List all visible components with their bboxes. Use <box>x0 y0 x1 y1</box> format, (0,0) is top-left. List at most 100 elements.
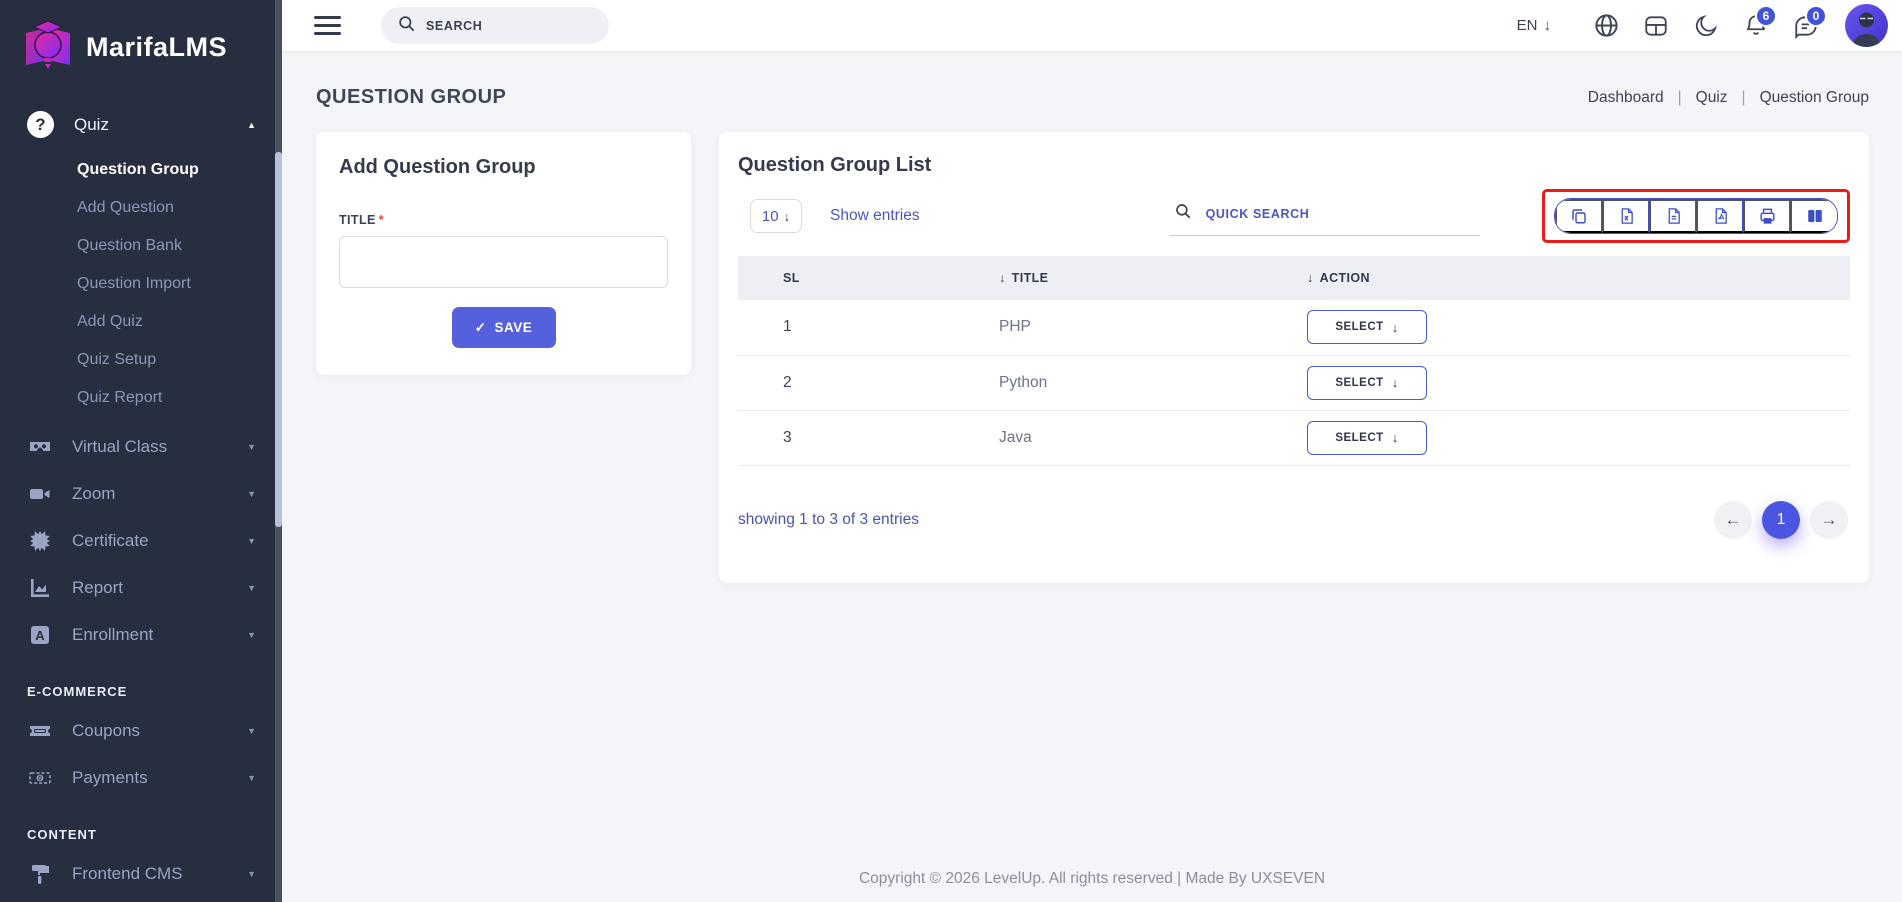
sidebar-item-quiz[interactable]: ? Quiz ▲ <box>0 100 282 149</box>
notification-badge: 6 <box>1755 4 1777 27</box>
breadcrumb: Dashboard | Quiz | Question Group <box>1587 88 1869 106</box>
vr-headset-icon <box>27 434 52 459</box>
svg-text:0: 0 <box>38 775 42 782</box>
sidebar-item-coupons[interactable]: Coupons ▼ <box>0 707 282 754</box>
svg-text:A: A <box>35 628 45 643</box>
header-action[interactable]: ↓ ACTION <box>1307 271 1370 285</box>
search-icon <box>397 14 416 38</box>
sidebar-item-blogs[interactable]: Blogs ▼ <box>0 897 282 902</box>
chevron-down-icon: ▼ <box>247 488 256 499</box>
chevron-down-icon: ↓ <box>1391 375 1399 390</box>
sidebar-item-virtual-class[interactable]: Virtual Class ▼ <box>0 423 282 470</box>
chevron-up-icon: ▲ <box>247 119 256 130</box>
user-avatar[interactable] <box>1845 4 1888 47</box>
quick-search[interactable] <box>1169 196 1480 236</box>
chevron-down-icon: ↓ <box>1391 319 1399 335</box>
table-row: 2 Python SELECT ↓ <box>738 355 1850 411</box>
chevron-down-icon: ↓ <box>783 208 791 224</box>
sort-arrow-icon: ↓ <box>1307 271 1314 285</box>
select-dropdown-button[interactable]: SELECT ↓ <box>1307 365 1427 400</box>
page-1-button[interactable]: 1 <box>1762 500 1800 539</box>
sidebar-item-quiz-setup[interactable]: Quiz Setup <box>77 351 157 368</box>
excel-export-button[interactable] <box>1602 199 1649 233</box>
topbar: EN ↓ 6 0 <box>282 0 1902 51</box>
global-search[interactable] <box>381 7 609 44</box>
showing-entries-text: showing 1 to 3 of 3 entries <box>738 510 919 528</box>
question-group-list-card: Question Group List 10 ↓ Show entries <box>719 132 1869 583</box>
chevron-down-icon: ↓ <box>1543 17 1552 34</box>
chevron-down-icon: ▼ <box>247 535 256 546</box>
coupon-ticket-icon <box>27 718 52 743</box>
sidebar-scrollbar-thumb[interactable] <box>275 152 282 527</box>
page-header: QUESTION GROUP Dashboard | Quiz | Questi… <box>282 51 1902 109</box>
breadcrumb-quiz[interactable]: Quiz <box>1695 88 1728 106</box>
hamburger-menu-icon[interactable] <box>314 16 341 35</box>
breadcrumb-dashboard[interactable]: Dashboard <box>1587 88 1664 106</box>
notifications-bell-icon[interactable]: 6 <box>1731 0 1781 49</box>
show-entries-label: Show entries <box>830 207 920 224</box>
table-row: 3 Java SELECT ↓ <box>738 410 1850 466</box>
chevron-down-icon: ▼ <box>247 725 256 736</box>
sidebar-item-certificate[interactable]: Certificate ▼ <box>0 517 282 564</box>
sidebar-item-frontend-cms[interactable]: Frontend CMS ▼ <box>0 850 282 897</box>
chevron-down-icon: ▼ <box>247 582 256 593</box>
page-title: QUESTION GROUP <box>316 86 507 108</box>
table-footer: showing 1 to 3 of 3 entries ← 1 → <box>738 500 1850 539</box>
sidebar-item-enrollment[interactable]: A Enrollment ▼ <box>0 611 282 658</box>
quick-search-input[interactable] <box>1205 206 1426 221</box>
sidebar-item-question-bank[interactable]: Question Bank <box>77 237 182 254</box>
dark-mode-moon-icon[interactable] <box>1681 13 1731 39</box>
export-toolbar <box>1554 198 1838 234</box>
sidebar: MarifaLMS ? Quiz ▲ Question Group Add Qu… <box>0 0 282 902</box>
message-badge: 0 <box>1805 4 1827 27</box>
section-heading-ecommerce: E-COMMERCE <box>27 684 128 699</box>
title-input[interactable] <box>339 236 668 288</box>
header-sl[interactable]: SL <box>783 271 800 285</box>
sidebar-item-payments[interactable]: 0 Payments ▼ <box>0 754 282 801</box>
messages-chat-icon[interactable]: 0 <box>1781 4 1831 39</box>
sidebar-item-report[interactable]: Report ▼ <box>0 564 282 611</box>
search-input[interactable] <box>426 18 576 33</box>
quiz-submenu: Question Group Add Question Question Ban… <box>0 149 282 423</box>
sidebar-item-quiz-report[interactable]: Quiz Report <box>77 389 163 406</box>
sidebar-item-question-group[interactable]: Question Group <box>77 161 199 178</box>
brand[interactable]: MarifaLMS <box>0 0 282 92</box>
prev-page-button[interactable]: ← <box>1714 500 1752 539</box>
paint-roller-icon <box>27 861 52 886</box>
sidebar-item-add-question[interactable]: Add Question <box>77 199 174 216</box>
globe-icon[interactable] <box>1581 12 1631 39</box>
header-title[interactable]: ↓ TITLE <box>999 271 1049 285</box>
check-icon: ✓ <box>474 319 487 335</box>
column-visibility-button[interactable] <box>1790 199 1837 233</box>
next-page-button[interactable]: → <box>1810 500 1848 539</box>
print-button[interactable] <box>1743 199 1790 233</box>
save-button[interactable]: ✓ SAVE <box>451 307 556 348</box>
chevron-down-icon: ▼ <box>247 441 256 452</box>
copy-button[interactable] <box>1555 199 1602 233</box>
sidebar-nav: ? Quiz ▲ Question Group Add Question Que… <box>0 92 282 902</box>
brand-logo-icon <box>22 17 74 78</box>
brand-name: MarifaLMS <box>86 32 228 62</box>
question-group-table: SL ↓ TITLE ↓ ACTION 1 PHP <box>738 256 1850 466</box>
main-area: EN ↓ 6 0 <box>282 0 1902 902</box>
video-camera-icon <box>27 481 52 506</box>
pagination: ← 1 → <box>1714 500 1850 539</box>
entries-per-page-select[interactable]: 10 ↓ <box>750 199 802 233</box>
sidebar-item-question-import[interactable]: Question Import <box>77 275 191 292</box>
highlight-red-box <box>1542 189 1850 243</box>
select-dropdown-button[interactable]: SELECT ↓ <box>1307 310 1427 345</box>
chevron-down-icon: ▼ <box>247 868 256 879</box>
layout-window-icon[interactable] <box>1631 13 1681 39</box>
table-row: 1 PHP SELECT ↓ <box>738 300 1850 356</box>
add-question-group-card: Add Question Group TITLE * ✓ SAVE <box>316 132 691 375</box>
breadcrumb-question-group: Question Group <box>1759 88 1869 106</box>
language-selector[interactable]: EN ↓ <box>1516 17 1552 34</box>
chevron-down-icon: ↓ <box>1391 430 1399 445</box>
chart-report-icon <box>27 575 52 600</box>
sidebar-item-add-quiz[interactable]: Add Quiz <box>77 313 143 330</box>
csv-export-button[interactable] <box>1649 199 1696 233</box>
pdf-export-button[interactable] <box>1696 199 1743 233</box>
select-dropdown-button[interactable]: SELECT ↓ <box>1307 420 1427 455</box>
sidebar-item-zoom[interactable]: Zoom ▼ <box>0 470 282 517</box>
copyright-footer: Copyright © 2026 LevelUp. All rights res… <box>858 870 1326 887</box>
